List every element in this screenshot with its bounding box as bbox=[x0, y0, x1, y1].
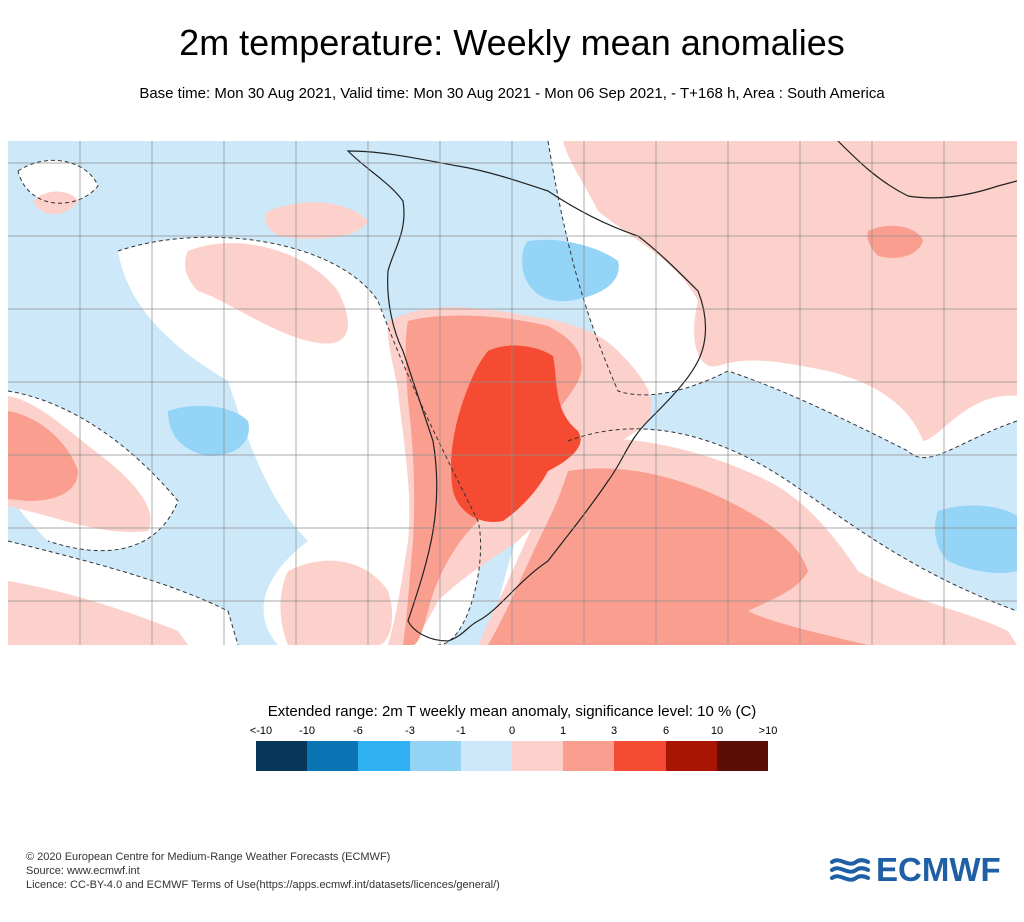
ecmwf-logo-icon bbox=[830, 858, 870, 882]
warm-moderate-pacific-west bbox=[8, 411, 78, 501]
legend-tick-label: -10 bbox=[299, 725, 315, 737]
warm-far-south bbox=[8, 581, 188, 645]
anomaly-map bbox=[8, 141, 1017, 645]
legend-tick-label: 0 bbox=[508, 725, 516, 737]
legend-colorbar bbox=[256, 741, 769, 771]
map-title: 2m temperature: Weekly mean anomalies bbox=[179, 22, 845, 63]
warm-pacific-south bbox=[280, 560, 393, 645]
legend-swatch bbox=[307, 741, 359, 771]
coastline-south-america bbox=[346, 150, 707, 642]
contour-line bbox=[17, 159, 99, 204]
map-subtitle: Base time: Mon 30 Aug 2021, Valid time: … bbox=[139, 85, 885, 102]
contour-line bbox=[8, 540, 239, 645]
warm-atlantic-north bbox=[563, 141, 1017, 441]
legend-swatch bbox=[665, 741, 717, 771]
coastline-africa bbox=[837, 141, 1017, 199]
legend-tick-label: >10 bbox=[758, 725, 778, 737]
legend-tick-label: 10 bbox=[710, 725, 724, 737]
neutral-zone-north bbox=[18, 160, 98, 204]
legend-tick-label: 3 bbox=[610, 725, 618, 737]
legend-swatch bbox=[358, 741, 410, 771]
legend-tick-label: -6 bbox=[353, 725, 363, 737]
legend-tick-label: <-10 bbox=[249, 725, 273, 737]
legend-swatch bbox=[256, 741, 308, 771]
legend-swatch bbox=[409, 741, 461, 771]
legend-swatch bbox=[512, 741, 564, 771]
warm-patch-nw bbox=[33, 191, 78, 215]
legend-tick-label: 1 bbox=[559, 725, 567, 737]
cool-moderate-atlantic-east bbox=[935, 505, 1017, 573]
contour-line bbox=[117, 236, 482, 645]
ecmwf-logo-text: ECMWF bbox=[876, 851, 1001, 888]
licence-text: Licence: CC-BY-4.0 and ECMWF Terms of Us… bbox=[26, 879, 500, 891]
warm-strong-core bbox=[451, 345, 581, 522]
legend-tick-label: -1 bbox=[456, 725, 466, 737]
cool-moderate-amazon bbox=[522, 239, 619, 302]
ecmwf-logo bbox=[830, 858, 870, 882]
legend-swatch bbox=[563, 741, 615, 771]
cool-moderate-pacific bbox=[168, 405, 249, 456]
legend-swatch bbox=[614, 741, 666, 771]
legend-tick-label: 6 bbox=[662, 725, 670, 737]
warm-patch-northcentral bbox=[265, 202, 368, 239]
legend-swatch bbox=[460, 741, 513, 771]
legend-tick-label: -3 bbox=[405, 725, 415, 737]
source-text: Source: www.ecmwf.int bbox=[26, 865, 140, 877]
legend-swatch bbox=[716, 741, 769, 771]
copyright-text: © 2020 European Centre for Medium-Range … bbox=[26, 851, 391, 863]
legend-title: Extended range: 2m T weekly mean anomaly… bbox=[267, 703, 757, 720]
footer-credits: © 2020 European Centre for Medium-Range … bbox=[26, 850, 500, 892]
contour-line bbox=[8, 390, 179, 552]
warm-pacific-north bbox=[185, 243, 348, 344]
contour-line bbox=[567, 428, 1017, 612]
warm-moderate-atlantic-patch bbox=[867, 225, 923, 258]
